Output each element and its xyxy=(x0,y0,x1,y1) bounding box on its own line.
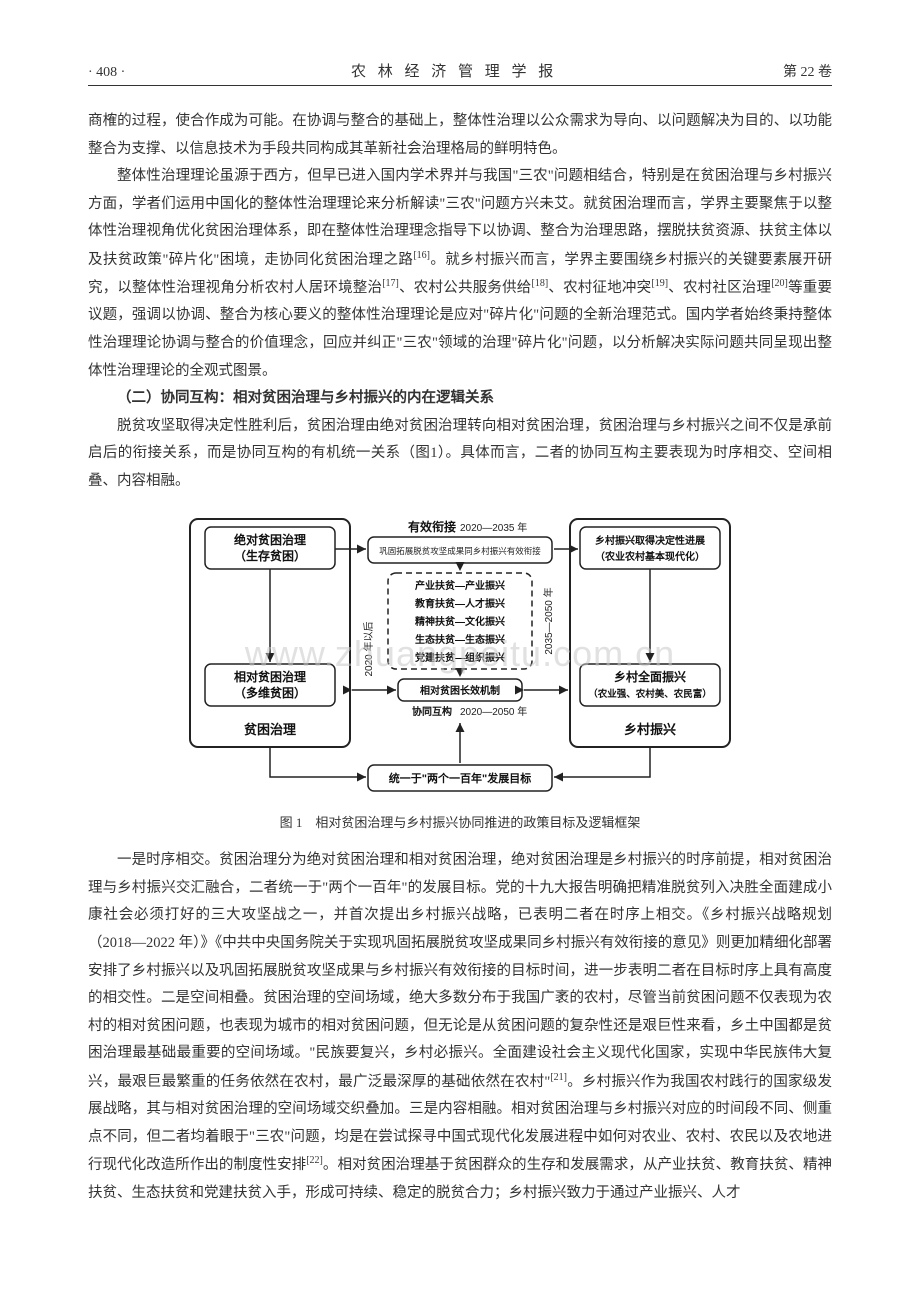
label: 相对贫困治理 xyxy=(234,669,306,684)
citation: [17] xyxy=(382,278,399,289)
label: 乡村全面振兴 xyxy=(614,669,686,684)
label: 2020—2050 年 xyxy=(460,705,527,718)
citation: [16] xyxy=(413,250,430,261)
label: 乡村振兴取得决定性进展 xyxy=(595,534,705,547)
text: 一是时序相交。贫困治理分为绝对贫困治理和相对贫困治理，绝对贫困治理是乡村振兴的时… xyxy=(88,852,832,1089)
center-item: 产业扶贫—产业振兴 xyxy=(415,579,505,592)
label: （多维贫困） xyxy=(234,685,306,700)
diagram-svg: 绝对贫困治理 （生存贫困） 乡村振兴取得决定性进展 （农业农村基本现代化） 相对… xyxy=(180,509,740,799)
label: 有效衔接 xyxy=(408,519,456,534)
label-poverty-gov: 贫困治理 xyxy=(244,722,296,737)
label: 巩固拓展脱贫攻坚成果同乡村振兴有效衔接 xyxy=(379,546,541,556)
paragraph: 脱贫攻坚取得决定性胜利后，贫困治理由绝对贫困治理转向相对贫困治理，贫困治理与乡村… xyxy=(88,413,832,496)
text: 、农村社区治理 xyxy=(668,280,771,296)
citation: [19] xyxy=(651,278,668,289)
label: 绝对贫困治理 xyxy=(234,532,306,547)
citation: [18] xyxy=(532,278,549,289)
label-rural-revital: 乡村振兴 xyxy=(624,722,676,737)
citation: [21] xyxy=(550,1072,567,1083)
citation: [20] xyxy=(771,278,788,289)
volume-label: 第 22 卷 xyxy=(783,61,832,81)
running-header: · 408 · 农 林 经 济 管 理 学 报 第 22 卷 xyxy=(88,60,832,86)
label: （农业农村基本现代化） xyxy=(595,550,705,563)
figure-1-diagram: www.zhuangpeitu.com.cn 绝对贫困治理 （生存贫困） xyxy=(180,509,740,799)
center-item: 生态扶贫—生态振兴 xyxy=(415,633,505,646)
page-body: · 408 · 农 林 经 济 管 理 学 报 第 22 卷 商榷的过程，使合作… xyxy=(0,0,920,1257)
label: 协同互构 xyxy=(412,705,452,718)
text: 、农村公共服务供给 xyxy=(399,280,532,296)
center-item: 教育扶贫—人才振兴 xyxy=(414,597,505,610)
journal-title: 农 林 经 济 管 理 学 报 xyxy=(351,60,557,81)
label: 统一于"两个一百年"发展目标 xyxy=(389,771,531,785)
paragraph: 一是时序相交。贫困治理分为绝对贫困治理和相对贫困治理，绝对贫困治理是乡村振兴的时… xyxy=(88,847,832,1207)
subsection-heading: （二）协同互构：相对贫困治理与乡村振兴的内在逻辑关系 xyxy=(88,385,832,413)
arrow xyxy=(554,747,650,777)
paragraph-continuation: 商榷的过程，使合作成为可能。在协调与整合的基础上，整体性治理以公众需求为导向、以… xyxy=(88,108,832,163)
label: 2020—2035 年 xyxy=(460,521,527,534)
label-year-right: 2035—2050 年 xyxy=(542,588,555,655)
arrow xyxy=(270,747,366,777)
label-year-left: 2020 年以后 xyxy=(362,622,375,677)
text: 、农村征地冲突 xyxy=(548,280,651,296)
center-item: 精神扶贫—文化振兴 xyxy=(415,615,505,628)
figure-container: www.zhuangpeitu.com.cn 绝对贫困治理 （生存贫困） xyxy=(88,509,832,831)
page-number-marker: · 408 · xyxy=(88,65,125,81)
center-item: 党建扶贫—组织振兴 xyxy=(415,651,505,664)
citation: [22] xyxy=(306,1155,323,1166)
label: （农业强、农村美、农民富） xyxy=(588,688,712,700)
label: 相对贫困长效机制 xyxy=(420,684,500,697)
figure-caption: 图 1 相对贫困治理与乡村振兴协同推进的政策目标及逻辑框架 xyxy=(88,812,832,831)
label: （生存贫困） xyxy=(234,548,306,563)
paragraph: 整体性治理理论虽源于西方，但早已进入国内学术界并与我国"三农"问题相结合，特别是… xyxy=(88,163,832,385)
